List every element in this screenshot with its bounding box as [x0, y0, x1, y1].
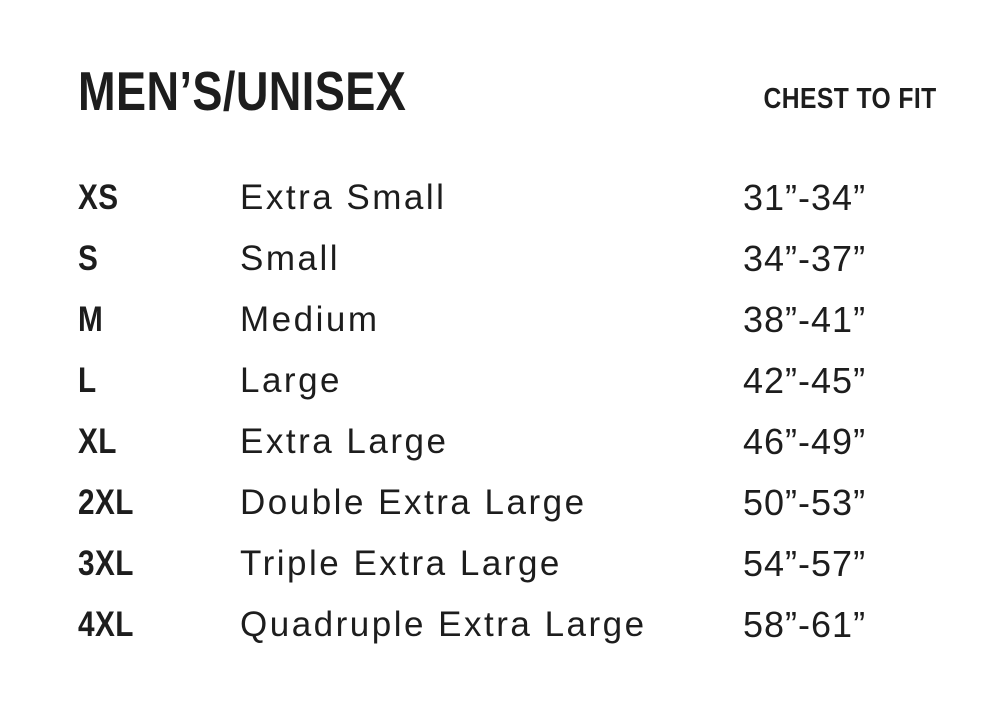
size-name: Triple Extra Large — [240, 543, 562, 583]
size-code: 3XL — [78, 543, 134, 583]
table-row-l: L Large 42”-45” — [78, 350, 937, 411]
size-code: L — [78, 360, 97, 400]
size-code: 2XL — [78, 482, 134, 522]
size-table: XS Extra Small 31”-34” S Small 34”-37” M… — [78, 167, 937, 655]
table-row-xs: XS Extra Small 31”-34” — [78, 167, 937, 228]
size-code: 4XL — [78, 604, 134, 644]
table-row-s: S Small 34”-37” — [78, 228, 937, 289]
size-code: S — [78, 238, 99, 278]
chest-measurement: 31”-34” — [743, 176, 867, 218]
table-row-m: M Medium 38”-41” — [78, 289, 937, 350]
size-chart: MEN’S/UNISEX CHEST TO FIT XS Extra Small… — [78, 64, 937, 655]
chest-measurement: 46”-49” — [743, 420, 867, 462]
size-name: Small — [240, 238, 341, 278]
chest-measurement: 42”-45” — [743, 359, 867, 401]
page-title: MEN’S/UNISEX — [78, 60, 407, 122]
size-name: Quadruple Extra Large — [240, 604, 647, 644]
chest-measurement: 50”-53” — [743, 481, 867, 523]
size-code: M — [78, 299, 104, 339]
chart-header: MEN’S/UNISEX CHEST TO FIT — [78, 64, 937, 119]
chest-measurement: 38”-41” — [743, 298, 867, 340]
size-name: Double Extra Large — [240, 482, 587, 522]
chest-measurement: 54”-57” — [743, 542, 867, 584]
size-code: XL — [78, 421, 117, 461]
table-row-3xl: 3XL Triple Extra Large 54”-57” — [78, 533, 937, 594]
size-name: Large — [240, 360, 343, 400]
size-name: Medium — [240, 299, 380, 339]
chest-to-fit-header: CHEST TO FIT — [763, 83, 937, 115]
size-name: Extra Large — [240, 421, 449, 461]
chest-measurement: 58”-61” — [743, 603, 867, 645]
size-name: Extra Small — [240, 177, 447, 217]
chest-measurement: 34”-37” — [743, 237, 867, 279]
size-code: XS — [78, 177, 119, 217]
table-row-2xl: 2XL Double Extra Large 50”-53” — [78, 472, 937, 533]
table-row-xl: XL Extra Large 46”-49” — [78, 411, 937, 472]
table-row-4xl: 4XL Quadruple Extra Large 58”-61” — [78, 594, 937, 655]
